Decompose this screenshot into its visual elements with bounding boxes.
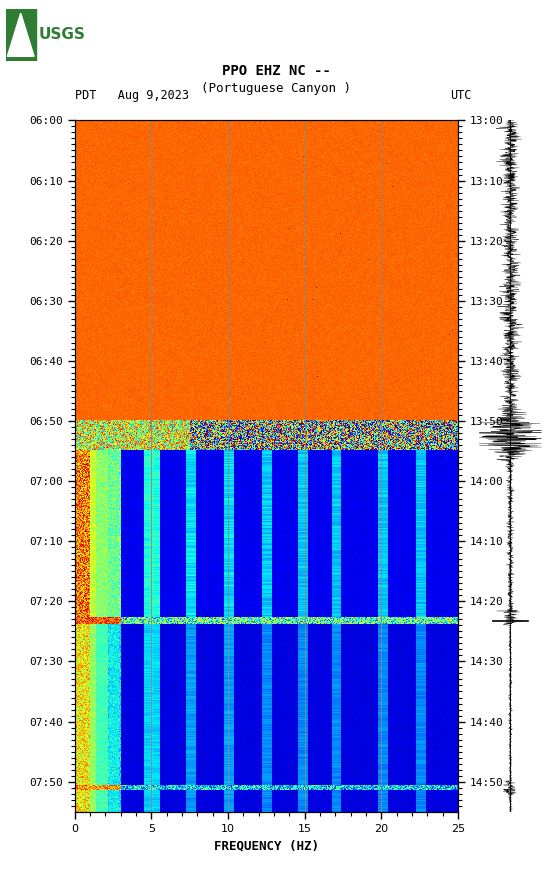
Text: USGS: USGS [39, 28, 86, 42]
Polygon shape [7, 13, 34, 56]
X-axis label: FREQUENCY (HZ): FREQUENCY (HZ) [214, 839, 319, 852]
Text: (Portuguese Canyon ): (Portuguese Canyon ) [201, 81, 351, 95]
Bar [6, 9, 36, 61]
Text: PPO EHZ NC --: PPO EHZ NC -- [221, 64, 331, 78]
Text: PDT   Aug 9,2023: PDT Aug 9,2023 [75, 88, 189, 102]
Text: UTC: UTC [450, 88, 472, 102]
